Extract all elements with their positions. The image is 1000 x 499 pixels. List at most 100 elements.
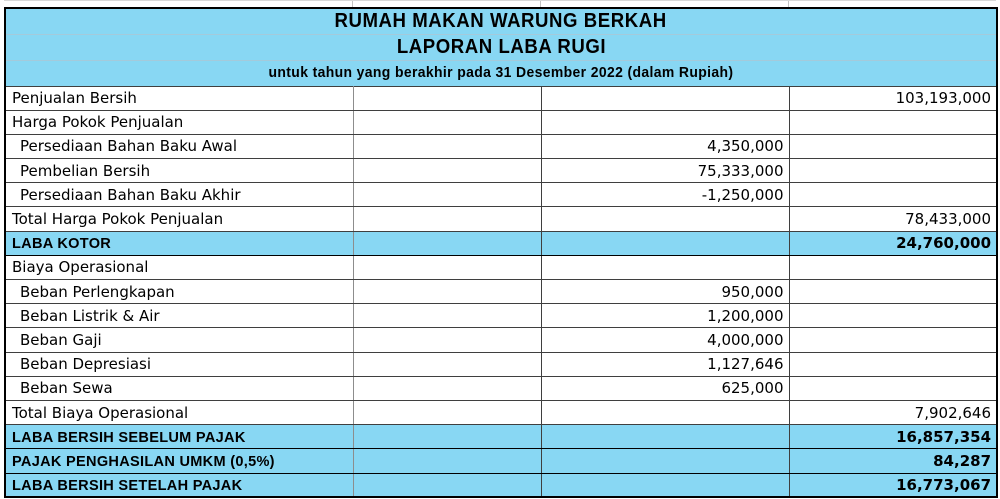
- row-label-cell[interactable]: Beban Gaji: [4, 327, 354, 353]
- spacer-cell[interactable]: [352, 182, 542, 208]
- row-label-cell[interactable]: Beban Listrik & Air: [4, 303, 354, 329]
- row-label-cell[interactable]: Total Harga Pokok Penjualan: [4, 206, 354, 232]
- row-label-cell[interactable]: Penjualan Bersih: [4, 85, 354, 111]
- row-label: Persediaan Bahan Baku Awal: [20, 137, 238, 156]
- amount-subtotal-cell[interactable]: [540, 206, 790, 232]
- table-row: Pembelian Bersih 75,333,000: [4, 158, 998, 184]
- amount-total-cell[interactable]: [788, 182, 998, 208]
- row-label: Pembelian Bersih: [20, 161, 151, 180]
- row-label: LABA BERSIH SETELAH PAJAK: [12, 476, 243, 494]
- table-row: LABA BERSIH SEBELUM PAJAK 16,857,354: [4, 424, 998, 450]
- report-header: RUMAH MAKAN WARUNG BERKAH LAPORAN LABA R…: [5, 8, 998, 86]
- spacer-cell[interactable]: [352, 472, 542, 498]
- row-label: Biaya Operasional: [12, 258, 149, 277]
- row-label-cell[interactable]: Beban Perlengkapan: [4, 278, 354, 305]
- amount-subtotal-value: 950,000: [721, 282, 784, 301]
- amount-subtotal-cell[interactable]: 4,000,000: [540, 327, 790, 353]
- spacer-cell[interactable]: [352, 133, 542, 160]
- table-row: Beban Perlengkapan 950,000: [4, 278, 998, 305]
- spacer-cell[interactable]: [352, 375, 542, 401]
- amount-subtotal-value: 625,000: [721, 379, 784, 398]
- amount-total-cell[interactable]: [788, 375, 998, 401]
- amount-total-cell[interactable]: 24,760,000: [788, 230, 998, 256]
- amount-total-cell[interactable]: 78,433,000: [788, 206, 998, 232]
- amount-subtotal-cell[interactable]: 4,350,000: [540, 133, 790, 160]
- spacer-cell[interactable]: [352, 448, 542, 474]
- row-label-cell[interactable]: Total Biaya Operasional: [4, 399, 354, 426]
- report-period-subtitle-cell[interactable]: untuk tahun yang berakhir pada 31 Desemb…: [5, 59, 998, 86]
- amount-total-value: 24,760,000: [896, 234, 992, 253]
- spacer-cell[interactable]: [352, 424, 542, 450]
- amount-subtotal-cell[interactable]: 950,000: [540, 278, 790, 305]
- spacer-cell[interactable]: [352, 303, 542, 329]
- row-label: Penjualan Bersih: [12, 89, 137, 108]
- amount-subtotal-value: 1,127,646: [707, 355, 784, 374]
- row-label-cell[interactable]: PAJAK PENGHASILAN UMKM (0,5%): [4, 448, 354, 474]
- row-label-cell[interactable]: Persediaan Bahan Baku Akhir: [4, 182, 354, 208]
- amount-total-cell[interactable]: [788, 133, 998, 160]
- amount-total-value: 16,773,067: [896, 475, 992, 494]
- row-label: Total Biaya Operasional: [12, 403, 189, 422]
- amount-subtotal-cell[interactable]: [540, 109, 790, 135]
- report-company-title-cell[interactable]: RUMAH MAKAN WARUNG BERKAH: [5, 8, 998, 34]
- amount-subtotal-cell[interactable]: [540, 85, 790, 111]
- gridline-mark: [352, 1, 353, 7]
- row-label: Beban Gaji: [20, 330, 102, 349]
- amount-total-value: 78,433,000: [905, 210, 992, 229]
- spacer-cell[interactable]: [352, 206, 542, 232]
- table-body: Penjualan Bersih 103,193,000 Harga Pokok…: [4, 85, 998, 498]
- amount-total-cell[interactable]: 7,902,646: [788, 399, 998, 426]
- amount-subtotal-cell[interactable]: 1,200,000: [540, 303, 790, 329]
- amount-subtotal-value: 4,350,000: [707, 137, 784, 156]
- amount-total-cell[interactable]: 16,857,354: [788, 424, 998, 450]
- amount-total-cell[interactable]: [788, 327, 998, 353]
- amount-subtotal-cell[interactable]: 75,333,000: [540, 158, 790, 184]
- amount-subtotal-cell[interactable]: [540, 399, 790, 426]
- table-row: PAJAK PENGHASILAN UMKM (0,5%) 84,287: [4, 448, 998, 474]
- gridline-mark: [540, 1, 541, 7]
- amount-total-value: 7,902,646: [914, 403, 992, 422]
- spacer-cell[interactable]: [352, 351, 542, 377]
- row-label-cell[interactable]: Pembelian Bersih: [4, 158, 354, 184]
- table-row: Beban Depresiasi 1,127,646: [4, 351, 998, 377]
- row-label-cell[interactable]: LABA KOTOR: [4, 230, 354, 256]
- amount-total-cell[interactable]: 84,287: [788, 448, 998, 474]
- report-title-cell[interactable]: LAPORAN LABA RUGI: [5, 33, 998, 60]
- row-label-cell[interactable]: Persediaan Bahan Baku Awal: [4, 133, 354, 160]
- spacer-cell[interactable]: [352, 230, 542, 256]
- amount-subtotal-cell[interactable]: [540, 448, 790, 474]
- spacer-cell[interactable]: [352, 399, 542, 426]
- row-label-cell[interactable]: LABA BERSIH SETELAH PAJAK: [4, 472, 354, 498]
- amount-total-cell[interactable]: 16,773,067: [788, 472, 998, 498]
- amount-subtotal-cell[interactable]: [540, 424, 790, 450]
- amount-total-cell[interactable]: [788, 278, 998, 305]
- amount-subtotal-cell[interactable]: 1,127,646: [540, 351, 790, 377]
- amount-total-cell[interactable]: [788, 254, 998, 281]
- spacer-cell[interactable]: [352, 158, 542, 184]
- row-label: Beban Depresiasi: [20, 355, 152, 374]
- row-label: Beban Perlengkapan: [20, 282, 175, 301]
- amount-total-cell[interactable]: [788, 158, 998, 184]
- amount-total-cell[interactable]: 103,193,000: [788, 85, 998, 111]
- row-label-cell[interactable]: Harga Pokok Penjualan: [4, 109, 354, 135]
- amount-subtotal-cell[interactable]: [540, 472, 790, 498]
- gridline-mark: [788, 1, 789, 7]
- row-label-cell[interactable]: Biaya Operasional: [4, 254, 354, 281]
- spacer-cell[interactable]: [352, 278, 542, 305]
- table-row: Beban Sewa 625,000: [4, 375, 998, 401]
- row-label-cell[interactable]: LABA BERSIH SEBELUM PAJAK: [4, 424, 354, 450]
- spacer-cell[interactable]: [352, 327, 542, 353]
- amount-total-cell[interactable]: [788, 351, 998, 377]
- amount-subtotal-cell[interactable]: [540, 254, 790, 281]
- spacer-cell[interactable]: [352, 254, 542, 281]
- spacer-cell[interactable]: [352, 109, 542, 135]
- amount-subtotal-cell[interactable]: -1,250,000: [540, 182, 790, 208]
- amount-total-cell[interactable]: [788, 109, 998, 135]
- row-label-cell[interactable]: Beban Depresiasi: [4, 351, 354, 377]
- amount-subtotal-cell[interactable]: 625,000: [540, 375, 790, 401]
- spacer-cell[interactable]: [352, 85, 542, 111]
- table-row: Biaya Operasional: [4, 254, 998, 281]
- amount-subtotal-cell[interactable]: [540, 230, 790, 256]
- amount-total-cell[interactable]: [788, 303, 998, 329]
- row-label-cell[interactable]: Beban Sewa: [4, 375, 354, 401]
